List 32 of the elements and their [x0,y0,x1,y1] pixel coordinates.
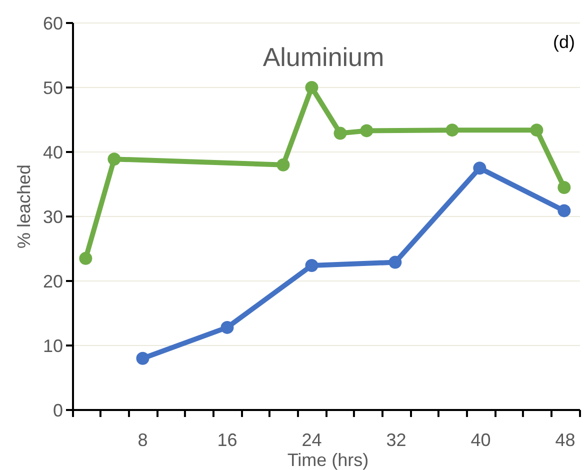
point [220,320,234,334]
point [360,124,374,138]
x-tick-label: 16 [217,430,238,450]
point [305,81,318,94]
point [136,352,150,365]
point [334,126,347,140]
y-tick-label: 0 [52,400,63,420]
point [276,158,290,172]
point [305,259,318,272]
point [388,256,402,269]
y-tick-label: 10 [42,336,63,356]
text: Aluminium [262,42,384,72]
y-tick-label: 60 [42,13,63,34]
point [108,152,121,166]
x-axis-title: Time (hrs) [287,450,369,470]
y-tick-label: 20 [42,271,63,292]
annotation: (d) [553,32,575,52]
x-tick-label: 48 [555,430,576,450]
x-tick-label: 24 [302,430,322,450]
x-tick-label: 32 [386,430,406,450]
y-tick-label: 50 [42,78,63,98]
point [558,204,571,218]
y-tick-label: 40 [42,142,63,162]
point [530,124,544,137]
point [473,162,486,175]
y-tick-label: 30 [42,206,63,227]
x-tick-label: 40 [470,430,491,450]
point [446,124,459,137]
y-axis-title: % leached [14,164,34,249]
point [558,180,571,194]
point [79,252,92,265]
x-tick-label: 8 [138,430,148,450]
